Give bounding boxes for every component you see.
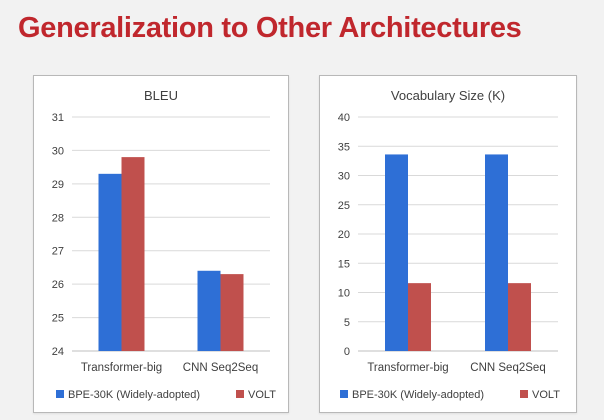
y-tick-label: 31 [52, 112, 64, 124]
vocab-bar-volt-transformer-big [408, 283, 431, 351]
y-tick-label: 30 [338, 171, 350, 183]
legend-label-bpe: BPE-30K (Widely-adopted) [68, 389, 200, 401]
legend-swatch-volt [236, 390, 244, 398]
vocab-bar-bpe-cnn-seq2seq [485, 154, 508, 351]
y-tick-label: 0 [344, 346, 350, 358]
x-category-label: Transformer-big [367, 362, 448, 374]
bleu-chart: BLEU 24 25 26 27 28 29 30 31 Transformer-big CNN S… [52, 88, 276, 401]
legend-label-volt: VOLT [248, 389, 276, 401]
y-tick-label: 10 [338, 288, 350, 300]
vocab-size-chart: Vocabulary Size (K) 0 5 10 15 20 25 30 35 40 Trans… [338, 88, 560, 401]
x-category-label: CNN Seq2Seq [183, 362, 258, 374]
bleu-bar-volt-cnn-seq2seq [220, 274, 244, 351]
y-tick-label: 40 [338, 112, 350, 124]
chart-title: Vocabulary Size (K) [391, 88, 505, 103]
y-tick-label: 35 [338, 141, 350, 153]
legend-label-bpe: BPE-30K (Widely-adopted) [352, 389, 484, 401]
slide-title: Generalization to Other Architectures [18, 12, 522, 44]
bleu-bar-bpe-cnn-seq2seq [197, 270, 221, 351]
y-tick-label: 29 [52, 179, 64, 191]
y-tick-label: 5 [344, 317, 350, 329]
y-tick-label: 27 [52, 246, 64, 258]
vocab-bar-bpe-transformer-big [385, 154, 408, 351]
y-tick-label: 20 [338, 229, 350, 241]
chart-title: BLEU [144, 88, 178, 103]
vocab-bar-volt-cnn-seq2seq [508, 283, 531, 351]
legend-label-volt: VOLT [532, 389, 560, 401]
legend-swatch-volt [520, 390, 528, 398]
y-tick-label: 30 [52, 145, 64, 157]
x-category-label: CNN Seq2Seq [470, 362, 545, 374]
x-category-label: Transformer-big [81, 362, 162, 374]
bleu-bar-bpe-transformer-big [98, 173, 122, 351]
y-tick-label: 25 [338, 200, 350, 212]
y-tick-label: 15 [338, 258, 350, 270]
y-tick-label: 28 [52, 212, 64, 224]
y-tick-label: 25 [52, 313, 64, 325]
bleu-bar-volt-transformer-big [121, 157, 145, 351]
legend-swatch-bpe [56, 390, 64, 398]
y-tick-label: 24 [52, 346, 64, 358]
y-tick-label: 26 [52, 279, 64, 291]
bleu-chart-panel: BLEU 24 25 26 27 28 29 30 31 Transformer-big CNN S… [33, 75, 289, 413]
legend-swatch-bpe [340, 390, 348, 398]
vocab-size-chart-panel: Vocabulary Size (K) 0 5 10 15 20 25 30 35 40 Trans… [319, 75, 577, 413]
